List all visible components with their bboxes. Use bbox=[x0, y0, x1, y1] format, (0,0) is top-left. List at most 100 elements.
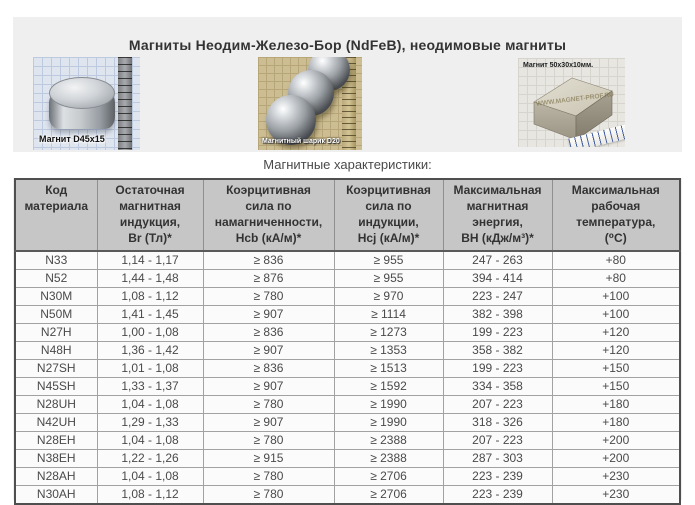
table-cell: +230 bbox=[551, 485, 681, 505]
col-header-coercivity-hcb: Коэрцитивная сила по намагниченности, Hc… bbox=[202, 178, 335, 252]
table-cell: ≥ 2388 bbox=[333, 431, 444, 450]
block-magnet-shape bbox=[533, 77, 613, 141]
table-cell: +180 bbox=[551, 395, 681, 414]
table-cell: ≥ 876 bbox=[202, 269, 335, 288]
table-row: N45SH 1,33 - 1,37 ≥ 907 ≥ 1592 334 - 358 +150 bbox=[14, 377, 681, 396]
table-cell: N30AH bbox=[14, 485, 98, 505]
table-cell: N42UH bbox=[14, 413, 98, 432]
table-cell: 394 - 414 bbox=[442, 269, 553, 288]
table-cell: ≥ 907 bbox=[202, 305, 335, 324]
table-cell: N45SH bbox=[14, 377, 98, 396]
table-cell: 1,41 - 1,45 bbox=[96, 305, 204, 324]
table-cell: N38EH bbox=[14, 449, 98, 468]
table-row: N30AH 1,08 - 1,12 ≥ 780 ≥ 2706 223 - 239 +230 bbox=[14, 485, 681, 505]
table-cell: 358 - 382 bbox=[442, 341, 553, 360]
col-header-coercivity-hcj: Коэрцитивная сила по индукции, Hcj (кА/м… bbox=[333, 178, 444, 252]
table-cell: 207 - 223 bbox=[442, 431, 553, 450]
table-cell: ≥ 1114 bbox=[333, 305, 444, 324]
table-cell: N52 bbox=[14, 269, 98, 288]
table-cell: +120 bbox=[551, 341, 681, 360]
table-cell: ≥ 1273 bbox=[333, 323, 444, 342]
table-row: N28EH 1,04 - 1,08 ≥ 780 ≥ 2388 207 - 223 +200 bbox=[14, 431, 681, 450]
table-cell: 223 - 247 bbox=[442, 287, 553, 306]
table-cell: 199 - 223 bbox=[442, 323, 553, 342]
table-cell: ≥ 1990 bbox=[333, 413, 444, 432]
table-cell: +180 bbox=[551, 413, 681, 432]
table-cell: 334 - 358 bbox=[442, 377, 553, 396]
table-cell: +80 bbox=[551, 269, 681, 288]
table-cell: +200 bbox=[551, 449, 681, 468]
magnet-spec-table: Код материала Остаточная магнитная индук… bbox=[14, 178, 681, 505]
table-cell: +80 bbox=[551, 250, 681, 270]
table-cell: 1,14 - 1,17 bbox=[96, 250, 204, 270]
table-cell: N27H bbox=[14, 323, 98, 342]
table-cell: ≥ 836 bbox=[202, 323, 335, 342]
table-cell: ≥ 955 bbox=[333, 250, 444, 270]
col-header-max-temperature: Максимальная рабочая температура, (⁰C) bbox=[551, 178, 681, 252]
table-row: N50M 1,41 - 1,45 ≥ 907 ≥ 1114 382 - 398 +100 bbox=[14, 305, 681, 324]
ball-magnets-photo: Магнитный шарик D20 bbox=[258, 57, 362, 150]
section-subtitle: Магнитные характеристики: bbox=[13, 152, 682, 178]
table-row: N48H 1,36 - 1,42 ≥ 907 ≥ 1353 358 - 382 +120 bbox=[14, 341, 681, 360]
table-cell: 287 - 303 bbox=[442, 449, 553, 468]
table-cell: ≥ 2706 bbox=[333, 485, 444, 505]
table-row: N27H 1,00 - 1,08 ≥ 836 ≥ 1273 199 - 223 +120 bbox=[14, 323, 681, 342]
table-cell: 1,01 - 1,08 bbox=[96, 359, 204, 378]
table-cell: N30M bbox=[14, 287, 98, 306]
table-cell: 1,08 - 1,12 bbox=[96, 287, 204, 306]
table-cell: ≥ 1513 bbox=[333, 359, 444, 378]
table-cell: 1,04 - 1,08 bbox=[96, 395, 204, 414]
spec-table-wrap: Код материала Остаточная магнитная индук… bbox=[14, 178, 681, 505]
table-cell: +150 bbox=[551, 377, 681, 396]
table-cell: ≥ 955 bbox=[333, 269, 444, 288]
page-title: Магниты Неодим-Железо-Бор (NdFeB), неоди… bbox=[128, 37, 567, 53]
table-body: N33 1,14 - 1,17 ≥ 836 ≥ 955 247 - 263 +80 N52 1… bbox=[14, 250, 681, 505]
table-cell: N27SH bbox=[14, 359, 98, 378]
table-cell: 1,36 - 1,42 bbox=[96, 341, 204, 360]
table-cell: 247 - 263 bbox=[442, 250, 553, 270]
table-cell: 207 - 223 bbox=[442, 395, 553, 414]
col-header-max-energy: Максимальная магнитная энергия, BH (кДж/… bbox=[442, 178, 553, 252]
table-cell: ≥ 780 bbox=[202, 467, 335, 486]
table-cell: N28EH bbox=[14, 431, 98, 450]
photo-caption: Магнитный шарик D20 bbox=[262, 138, 340, 145]
table-cell: ≥ 780 bbox=[202, 395, 335, 414]
photo-caption: Магнит D45x15 bbox=[39, 134, 105, 144]
table-cell: ≥ 907 bbox=[202, 377, 335, 396]
table-cell: ≥ 907 bbox=[202, 341, 335, 360]
table-row: N52 1,44 - 1,48 ≥ 876 ≥ 955 394 - 414 +80 bbox=[14, 269, 681, 288]
table-row: N27SH 1,01 - 1,08 ≥ 836 ≥ 1513 199 - 223 +150 bbox=[14, 359, 681, 378]
table-cell: 1,04 - 1,08 bbox=[96, 467, 204, 486]
table-cell: +100 bbox=[551, 305, 681, 324]
table-cell: ≥ 915 bbox=[202, 449, 335, 468]
table-cell: ≥ 1990 bbox=[333, 395, 444, 414]
table-cell: +150 bbox=[551, 359, 681, 378]
magnet-sphere bbox=[266, 95, 316, 145]
table-cell: +100 bbox=[551, 287, 681, 306]
table-cell: ≥ 907 bbox=[202, 413, 335, 432]
table-row: N30M 1,08 - 1,12 ≥ 780 ≥ 970 223 - 247 +100 bbox=[14, 287, 681, 306]
table-cell: N28UH bbox=[14, 395, 98, 414]
table-cell: 1,22 - 1,26 bbox=[96, 449, 204, 468]
table-cell: +120 bbox=[551, 323, 681, 342]
content-panel: Магниты Неодим-Железо-Бор (NdFeB), неоди… bbox=[13, 17, 682, 505]
table-cell: 1,33 - 1,37 bbox=[96, 377, 204, 396]
table-cell: ≥ 780 bbox=[202, 431, 335, 450]
table-row: N28AH 1,04 - 1,08 ≥ 780 ≥ 2706 223 - 239 +230 bbox=[14, 467, 681, 486]
block-magnet-photo: WWW.MAGNET-PROF.RU Магнит 50x30x10мм. bbox=[518, 58, 625, 147]
table-cell: ≥ 2388 bbox=[333, 449, 444, 468]
table-row: N38EH 1,22 - 1,26 ≥ 915 ≥ 2388 287 - 303 +200 bbox=[14, 449, 681, 468]
table-cell: ≥ 2706 bbox=[333, 467, 444, 486]
table-header: Код материала Остаточная магнитная индук… bbox=[14, 178, 681, 252]
table-cell: N33 bbox=[14, 250, 98, 270]
table-cell: N28AH bbox=[14, 467, 98, 486]
table-cell: 1,44 - 1,48 bbox=[96, 269, 204, 288]
table-cell: 1,04 - 1,08 bbox=[96, 431, 204, 450]
table-row: N33 1,14 - 1,17 ≥ 836 ≥ 955 247 - 263 +80 bbox=[14, 250, 681, 270]
table-cell: ≥ 836 bbox=[202, 250, 335, 270]
table-cell: N48H bbox=[14, 341, 98, 360]
table-cell: ≥ 780 bbox=[202, 485, 335, 505]
table-cell: N50M bbox=[14, 305, 98, 324]
table-cell: ≥ 1592 bbox=[333, 377, 444, 396]
table-cell: 223 - 239 bbox=[442, 467, 553, 486]
